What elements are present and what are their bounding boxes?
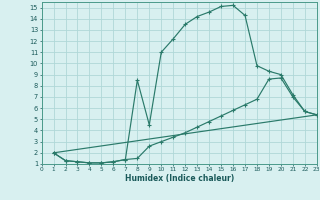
X-axis label: Humidex (Indice chaleur): Humidex (Indice chaleur) xyxy=(124,174,234,183)
